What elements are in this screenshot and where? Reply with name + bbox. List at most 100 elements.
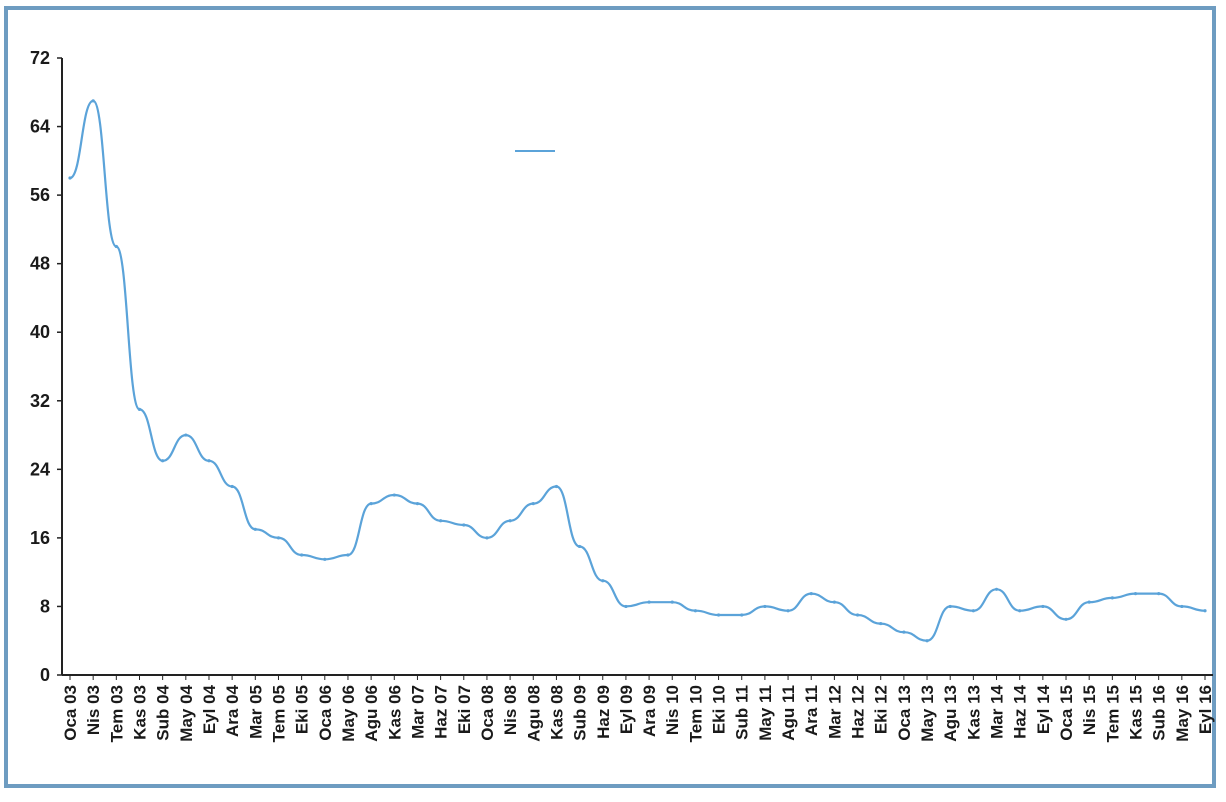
data-point: [114, 244, 118, 249]
x-tick-label: Haz 09: [594, 685, 613, 739]
data-point: [971, 609, 975, 613]
series-lines: [68, 99, 1207, 643]
data-point: [68, 176, 72, 180]
x-tick-label: Mar 05: [246, 685, 265, 739]
x-tick-label: Nis 15: [1080, 685, 1099, 735]
data-point: [1110, 596, 1114, 600]
data-point: [577, 544, 582, 549]
x-tick-label: Oca 03: [61, 685, 80, 741]
y-tick-label: 48: [30, 254, 50, 274]
data-point: [230, 484, 234, 489]
y-tick-label: 64: [30, 117, 50, 137]
x-tick-label: Sub 04: [154, 684, 173, 740]
x-tick-label: Mar 14: [988, 684, 1007, 738]
x-tick-label: Ara 09: [640, 685, 659, 737]
data-point: [716, 613, 721, 617]
x-tick-label: Agu 08: [524, 685, 543, 742]
x-tick-label: Eki 10: [710, 685, 729, 734]
data-point: [531, 502, 535, 506]
data-point: [184, 433, 188, 437]
x-tick-label: Eyl 04: [200, 684, 219, 734]
data-point: [1018, 609, 1022, 613]
x-tick-label: Mar 07: [408, 685, 427, 739]
data-point: [925, 639, 929, 643]
data-point: [300, 553, 304, 557]
x-tick-label: Kas 06: [385, 685, 404, 740]
x-tick-label: Haz 07: [432, 685, 451, 739]
data-point: [508, 519, 512, 523]
x-tick-label: Sub 09: [571, 685, 590, 741]
data-point: [485, 536, 489, 540]
y-tick-label: 72: [30, 48, 50, 68]
x-tick-label: Eki 07: [455, 685, 474, 734]
data-point: [161, 459, 165, 463]
x-tick-label: Nis 03: [84, 685, 103, 735]
y-axis: 0 8 16 24 32 40 48 56 64 72: [30, 48, 63, 685]
data-point: [879, 621, 883, 626]
data-point: [91, 99, 95, 103]
x-tick-label: Oca 06: [316, 685, 335, 741]
data-point: [948, 604, 952, 609]
data-point: [253, 527, 257, 531]
data-point: [392, 493, 396, 497]
data-point: [786, 609, 790, 613]
data-point: [369, 502, 373, 506]
x-tick-label: Nis 10: [663, 685, 682, 735]
x-tick-label: Kas 03: [130, 685, 149, 740]
data-point: [439, 519, 443, 523]
x-tick-label: May 11: [756, 685, 775, 741]
data-point: [1133, 591, 1138, 596]
data-point: [832, 600, 836, 604]
x-tick-label: Agu 13: [941, 685, 960, 742]
data-point: [994, 587, 999, 591]
y-tick-label: 40: [30, 322, 50, 342]
data-point: [855, 613, 860, 617]
x-tick-label: Agu 11: [779, 685, 798, 741]
x-axis: Oca 03 Nis 03 Tem 03 Kas 03 Sub 04 May 04 Eyl …: [61, 674, 1215, 742]
x-tick-label: Sub 16: [1150, 685, 1169, 741]
x-tick-label: Eyl 09: [617, 685, 636, 734]
y-tick-label: 16: [30, 528, 50, 548]
data-point: [1041, 604, 1045, 609]
series-line: [69, 99, 1206, 642]
y-tick-label: 56: [30, 185, 50, 205]
data-point: [601, 579, 605, 583]
x-tick-label: Eki 05: [293, 685, 312, 734]
x-tick-label: Kas 08: [547, 685, 566, 740]
x-tick-label: Ara 11: [802, 685, 821, 736]
x-tick-label: Tem 15: [1103, 685, 1122, 742]
data-point: [207, 459, 211, 463]
x-tick-label: Tem 05: [269, 685, 288, 742]
y-tick-label: 0: [40, 665, 50, 685]
chart-frame: [4, 6, 1216, 788]
x-tick-label: Ara 04: [223, 684, 242, 737]
data-point: [763, 604, 767, 609]
data-point: [1087, 600, 1091, 604]
data-point: [1064, 617, 1068, 621]
data-point: [137, 407, 142, 411]
x-tick-label: May 06: [339, 685, 358, 742]
y-tick-label: 8: [40, 596, 50, 616]
x-tick-label: Kas 15: [1127, 685, 1146, 740]
data-point: [1180, 604, 1184, 609]
data-point: [415, 502, 420, 506]
y-tick-label: 32: [30, 391, 50, 411]
data-point: [346, 553, 350, 557]
x-tick-label: Tem 10: [686, 685, 705, 742]
x-tick-label: Mar 12: [825, 685, 844, 739]
data-point: [554, 484, 559, 489]
data-point: [740, 613, 744, 617]
x-tick-label: Sub 11: [733, 685, 752, 740]
x-tick-label: May 16: [1173, 685, 1192, 742]
x-tick-label: Haz 14: [1011, 684, 1030, 738]
y-tick-label: 24: [30, 459, 50, 479]
data-point: [323, 557, 327, 561]
data-point: [1203, 609, 1207, 613]
x-tick-label: May 13: [918, 685, 937, 742]
x-tick-label: Eki 12: [872, 685, 891, 734]
x-tick-label: May 04: [177, 684, 196, 741]
data-point: [670, 600, 674, 604]
data-point: [647, 600, 651, 604]
data-point: [809, 591, 813, 596]
